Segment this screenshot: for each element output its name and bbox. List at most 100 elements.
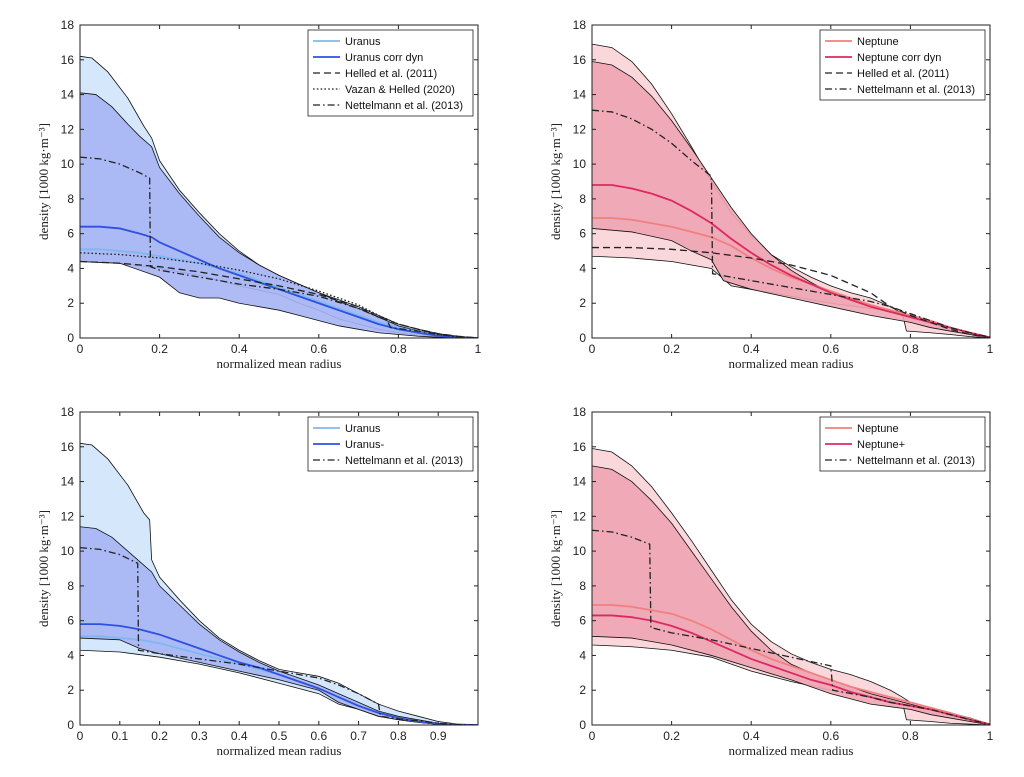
y-tick-label: 18 (61, 18, 75, 32)
y-tick-label: 14 (573, 88, 587, 102)
x-tick-label: 0.3 (191, 729, 208, 743)
y-axis-title: density [1000 kg·m⁻³] (36, 123, 51, 240)
x-tick-label: 0.8 (390, 342, 407, 356)
y-tick-label: 10 (573, 544, 587, 558)
series-line-5 (80, 156, 478, 338)
y-tick-label: 12 (61, 122, 75, 136)
y-axis-title: density [1000 kg·m⁻³] (548, 123, 563, 240)
y-tick-label: 4 (67, 261, 74, 275)
series-line-3 (80, 260, 478, 338)
x-tick-label: 0.8 (902, 342, 919, 356)
x-axis-title: normalized mean radius (217, 743, 342, 758)
legend-entry: Uranus corr dyn (345, 52, 423, 64)
x-tick-label: 0.4 (231, 342, 248, 356)
y-tick-label: 6 (579, 614, 586, 628)
y-tick-label: 2 (579, 683, 586, 697)
legend-entry: Helled et al. (2011) (345, 68, 437, 80)
x-tick-label: 0.2 (663, 342, 680, 356)
envelope-band-2 (80, 526, 478, 725)
y-tick-label: 2 (579, 296, 586, 310)
y-tick-label: 0 (67, 331, 74, 345)
y-tick-label: 16 (573, 440, 587, 454)
y-tick-label: 8 (579, 579, 586, 593)
series-line-1 (592, 604, 990, 725)
y-tick-label: 4 (579, 648, 586, 662)
legend-entry: Nettelmann et al. (2013) (857, 455, 975, 467)
x-tick-label: 1 (987, 729, 994, 743)
series-line-3 (592, 246, 990, 338)
y-tick-label: 10 (61, 157, 75, 171)
y-tick-label: 10 (573, 157, 587, 171)
y-tick-label: 14 (573, 475, 587, 489)
y-tick-label: 10 (61, 544, 75, 558)
legend-entry: Uranus (345, 36, 381, 48)
y-tick-label: 14 (61, 475, 75, 489)
x-tick-label: 0.6 (310, 342, 327, 356)
x-tick-label: 0 (589, 342, 596, 356)
y-tick-label: 0 (579, 331, 586, 345)
y-tick-label: 18 (61, 405, 75, 419)
x-tick-label: 0.6 (310, 729, 327, 743)
x-tick-label: 0.4 (743, 729, 760, 743)
x-tick-label: 0.8 (902, 729, 919, 743)
legend-entry: Nettelmann et al. (2013) (345, 455, 463, 467)
x-tick-label: 0 (589, 729, 596, 743)
legend: Neptune Neptune+ Nettelmann et al. (2013) (819, 416, 986, 472)
legend-entry: Uranus- (345, 439, 384, 451)
y-tick-label: 4 (579, 261, 586, 275)
y-tick-label: 18 (573, 18, 587, 32)
legend-entry: Neptune (857, 423, 899, 435)
plot-content (80, 442, 478, 725)
legend: Neptune Neptune corr dyn Helled et al. (20… (819, 29, 986, 101)
x-tick-label: 0.4 (231, 729, 248, 743)
series-line-4 (80, 252, 478, 338)
y-tick-label: 6 (67, 227, 74, 241)
axes-box (591, 411, 991, 726)
x-tick-label: 1 (475, 342, 482, 356)
plot-content (80, 55, 478, 338)
legend-entry: Helled et al. (2011) (857, 68, 949, 80)
plot-content (592, 43, 990, 338)
series-line-3 (80, 546, 478, 725)
series-line-1 (80, 248, 478, 338)
x-tick-label: 1 (987, 342, 994, 356)
y-tick-label: 0 (67, 718, 74, 732)
x-axis-title: normalized mean radius (217, 356, 342, 371)
x-axis-title: normalized mean radius (729, 743, 854, 758)
y-tick-label: 18 (573, 405, 587, 419)
y-tick-label: 2 (67, 296, 74, 310)
y-tick-label: 4 (67, 648, 74, 662)
x-tick-label: 0.5 (271, 729, 288, 743)
y-tick-label: 12 (61, 509, 75, 523)
chart-panel-3: 0 2 4 6 8 10 12 14 16 18 0 0.1 0.2 0.3 0.4 0.5 0.6 0.7 0.8… (36, 405, 479, 758)
legend-entry: Neptune (857, 36, 899, 48)
series-line-2 (80, 225, 478, 338)
y-tick-label: 16 (573, 53, 587, 67)
x-tick-label: 0.6 (822, 729, 839, 743)
legend-entry: Neptune+ (857, 439, 905, 451)
y-axis-title: density [1000 kg·m⁻³] (36, 510, 51, 627)
x-tick-label: 0.9 (430, 729, 447, 743)
legend: Uranus Uranus corr dyn Helled et al. (2011… (307, 29, 474, 117)
axes-box (79, 24, 479, 339)
x-tick-label: 0.1 (111, 729, 128, 743)
legend-entry: Nettelmann et al. (2013) (857, 84, 975, 96)
legend-entry: Vazan & Helled (2020) (345, 84, 455, 96)
y-tick-label: 2 (67, 683, 74, 697)
x-tick-label: 0.2 (151, 342, 168, 356)
y-tick-label: 12 (573, 122, 587, 136)
series-line-3 (592, 529, 990, 725)
y-tick-label: 6 (579, 227, 586, 241)
plot-content (592, 448, 990, 725)
y-tick-label: 16 (61, 440, 75, 454)
legend: Uranus Uranus- Nettelmann et al. (2013) (307, 416, 474, 472)
legend-entry: Neptune corr dyn (857, 52, 941, 64)
x-tick-label: 0.7 (350, 729, 367, 743)
series-line-4 (592, 109, 990, 338)
y-tick-label: 8 (67, 579, 74, 593)
y-tick-label: 6 (67, 614, 74, 628)
x-tick-label: 0 (77, 342, 84, 356)
y-tick-label: 12 (573, 509, 587, 523)
x-tick-label: 0.2 (151, 729, 168, 743)
